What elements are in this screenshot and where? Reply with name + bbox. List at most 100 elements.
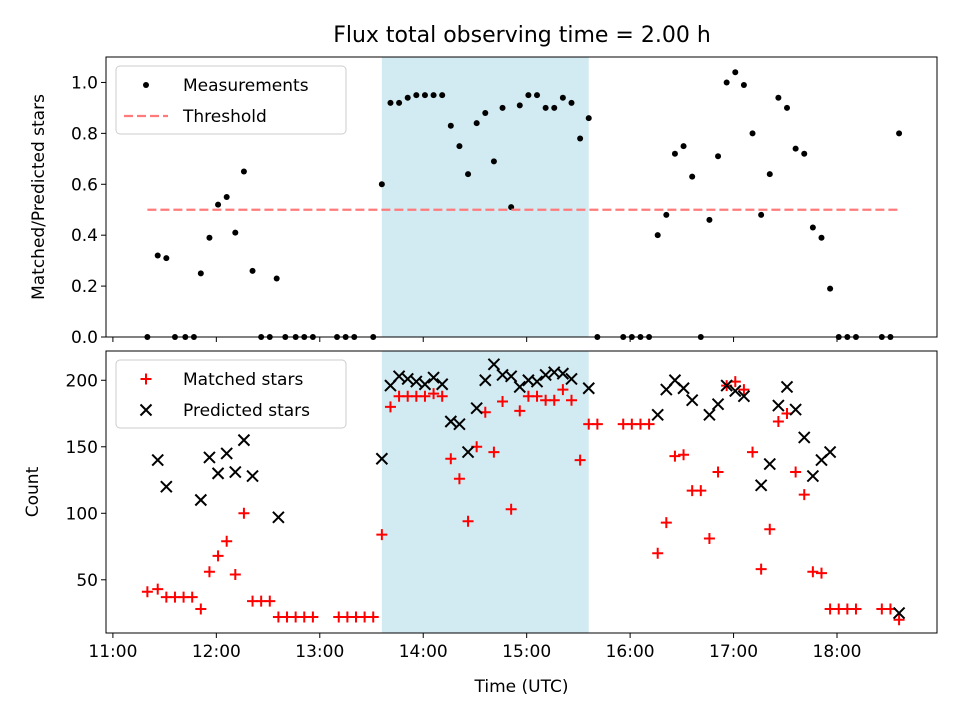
measurement-point [568, 99, 575, 106]
predicted-star-point [720, 379, 733, 392]
measurement-point [585, 115, 592, 122]
matched-star-point [212, 550, 224, 562]
matched-star-point [462, 515, 474, 527]
measurement-point [723, 79, 730, 86]
measurement-point [516, 102, 523, 109]
x-tick-label: 12:00 [192, 642, 241, 662]
y-tick-label: 1.0 [71, 73, 98, 93]
measurement-point [413, 92, 420, 99]
legend-entry-label: Predicted stars [183, 401, 310, 421]
matched-star-point [669, 450, 681, 462]
measurement-point [809, 224, 816, 231]
y-tick-label: 0.2 [71, 277, 98, 297]
measurement-point [465, 171, 472, 178]
predicted-star-point [272, 511, 285, 524]
measurement-point [439, 92, 446, 99]
measurement-point [663, 211, 670, 218]
predicted-star-point [418, 378, 432, 391]
measurement-point [542, 104, 549, 111]
legend-dot-marker [143, 82, 149, 88]
measurement-point [577, 135, 584, 142]
predicted-star-point [435, 378, 449, 391]
matched-star-point [798, 489, 810, 501]
matched-star-point [548, 394, 560, 406]
x-tick-label: 14:00 [399, 642, 448, 662]
y-tick-label: 100 [66, 504, 98, 524]
matched-star-point [815, 567, 827, 579]
legend-box [115, 65, 347, 135]
matched-star-point [712, 466, 724, 478]
measurement-point [378, 181, 385, 188]
measurement-point [223, 194, 230, 200]
predicted-star-point [651, 408, 664, 422]
matched-star-point [695, 485, 707, 497]
predicted-star-point [504, 370, 518, 383]
matched-star-point [203, 566, 215, 578]
measurement-point [525, 92, 532, 99]
bottom-y-ticks: 50 100 150 200 [66, 371, 106, 591]
measurement-point [689, 173, 696, 180]
measurement-point [396, 99, 403, 106]
y-tick-label: 0.0 [71, 328, 98, 348]
x-tick-label: 11:00 [88, 642, 137, 662]
predicted-star-point [772, 399, 785, 412]
matched-star-point [436, 390, 448, 402]
x-tick-label: 18:00 [813, 642, 862, 662]
matched-star-point [195, 603, 207, 615]
top-panel: 0.0 0.2 0.4 0.6 0.8 1.0 Matched/Predicted sta… [29, 56, 938, 348]
bottom-marks [141, 358, 906, 626]
matched-star-point [790, 466, 802, 478]
predicted-star-point [556, 367, 570, 380]
predicted-star-point [763, 457, 776, 471]
matched-star-point [514, 405, 526, 417]
predicted-star-point [479, 374, 492, 387]
measurement-point [473, 120, 480, 127]
predicted-star-point [737, 390, 751, 403]
matched-star-point [557, 384, 569, 396]
measurement-point [482, 110, 489, 116]
top-highlight-span [381, 57, 589, 337]
measurement-point [715, 153, 722, 160]
predicted-star-point [729, 384, 742, 398]
predicted-star-point [392, 370, 406, 383]
x-tick-label: 16:00 [606, 642, 655, 662]
measurement-point [818, 234, 825, 241]
predicted-star-point [703, 408, 716, 422]
measurement-point [215, 201, 222, 208]
y-tick-label: 0.4 [71, 226, 98, 246]
legend-box [115, 359, 347, 429]
predicted-star-point [487, 358, 501, 371]
matched-star-point [497, 396, 509, 408]
matched-star-point [591, 418, 603, 430]
measurement-point [896, 130, 903, 137]
predicted-star-point [892, 606, 906, 620]
top-axes-frame [105, 56, 938, 338]
matched-star-point [367, 611, 379, 623]
matched-star-point [238, 507, 250, 519]
matched-star-point [505, 503, 517, 515]
predicted-star-point [780, 380, 794, 394]
measurement-point [447, 122, 454, 129]
top-x-ticks [112, 337, 838, 342]
matched-star-point [376, 529, 388, 541]
matched-star-point [764, 523, 776, 535]
legend-entry-label: Threshold [182, 107, 267, 127]
matched-star-point [531, 390, 543, 402]
predicted-star-point [539, 368, 552, 382]
matched-star-point [419, 390, 431, 402]
x-axis-label: Time (UTC) [474, 677, 569, 697]
measurement-point [654, 232, 661, 239]
measurement-point [421, 92, 428, 99]
measurement-point [197, 270, 204, 277]
y-tick-label: 0.6 [71, 175, 98, 195]
matched-star-point [307, 611, 319, 623]
x-tick-label: 15:00 [502, 642, 551, 662]
matched-star-point [678, 449, 690, 461]
top-y-axis-label: Matched/Predicted stars [29, 94, 49, 300]
matched-star-point [264, 595, 276, 607]
predicted-star-point [806, 469, 820, 483]
predicted-star-point [401, 372, 414, 386]
matched-star-point [703, 533, 715, 545]
legend-x-marker [139, 403, 153, 417]
matched-star-point [893, 614, 905, 626]
